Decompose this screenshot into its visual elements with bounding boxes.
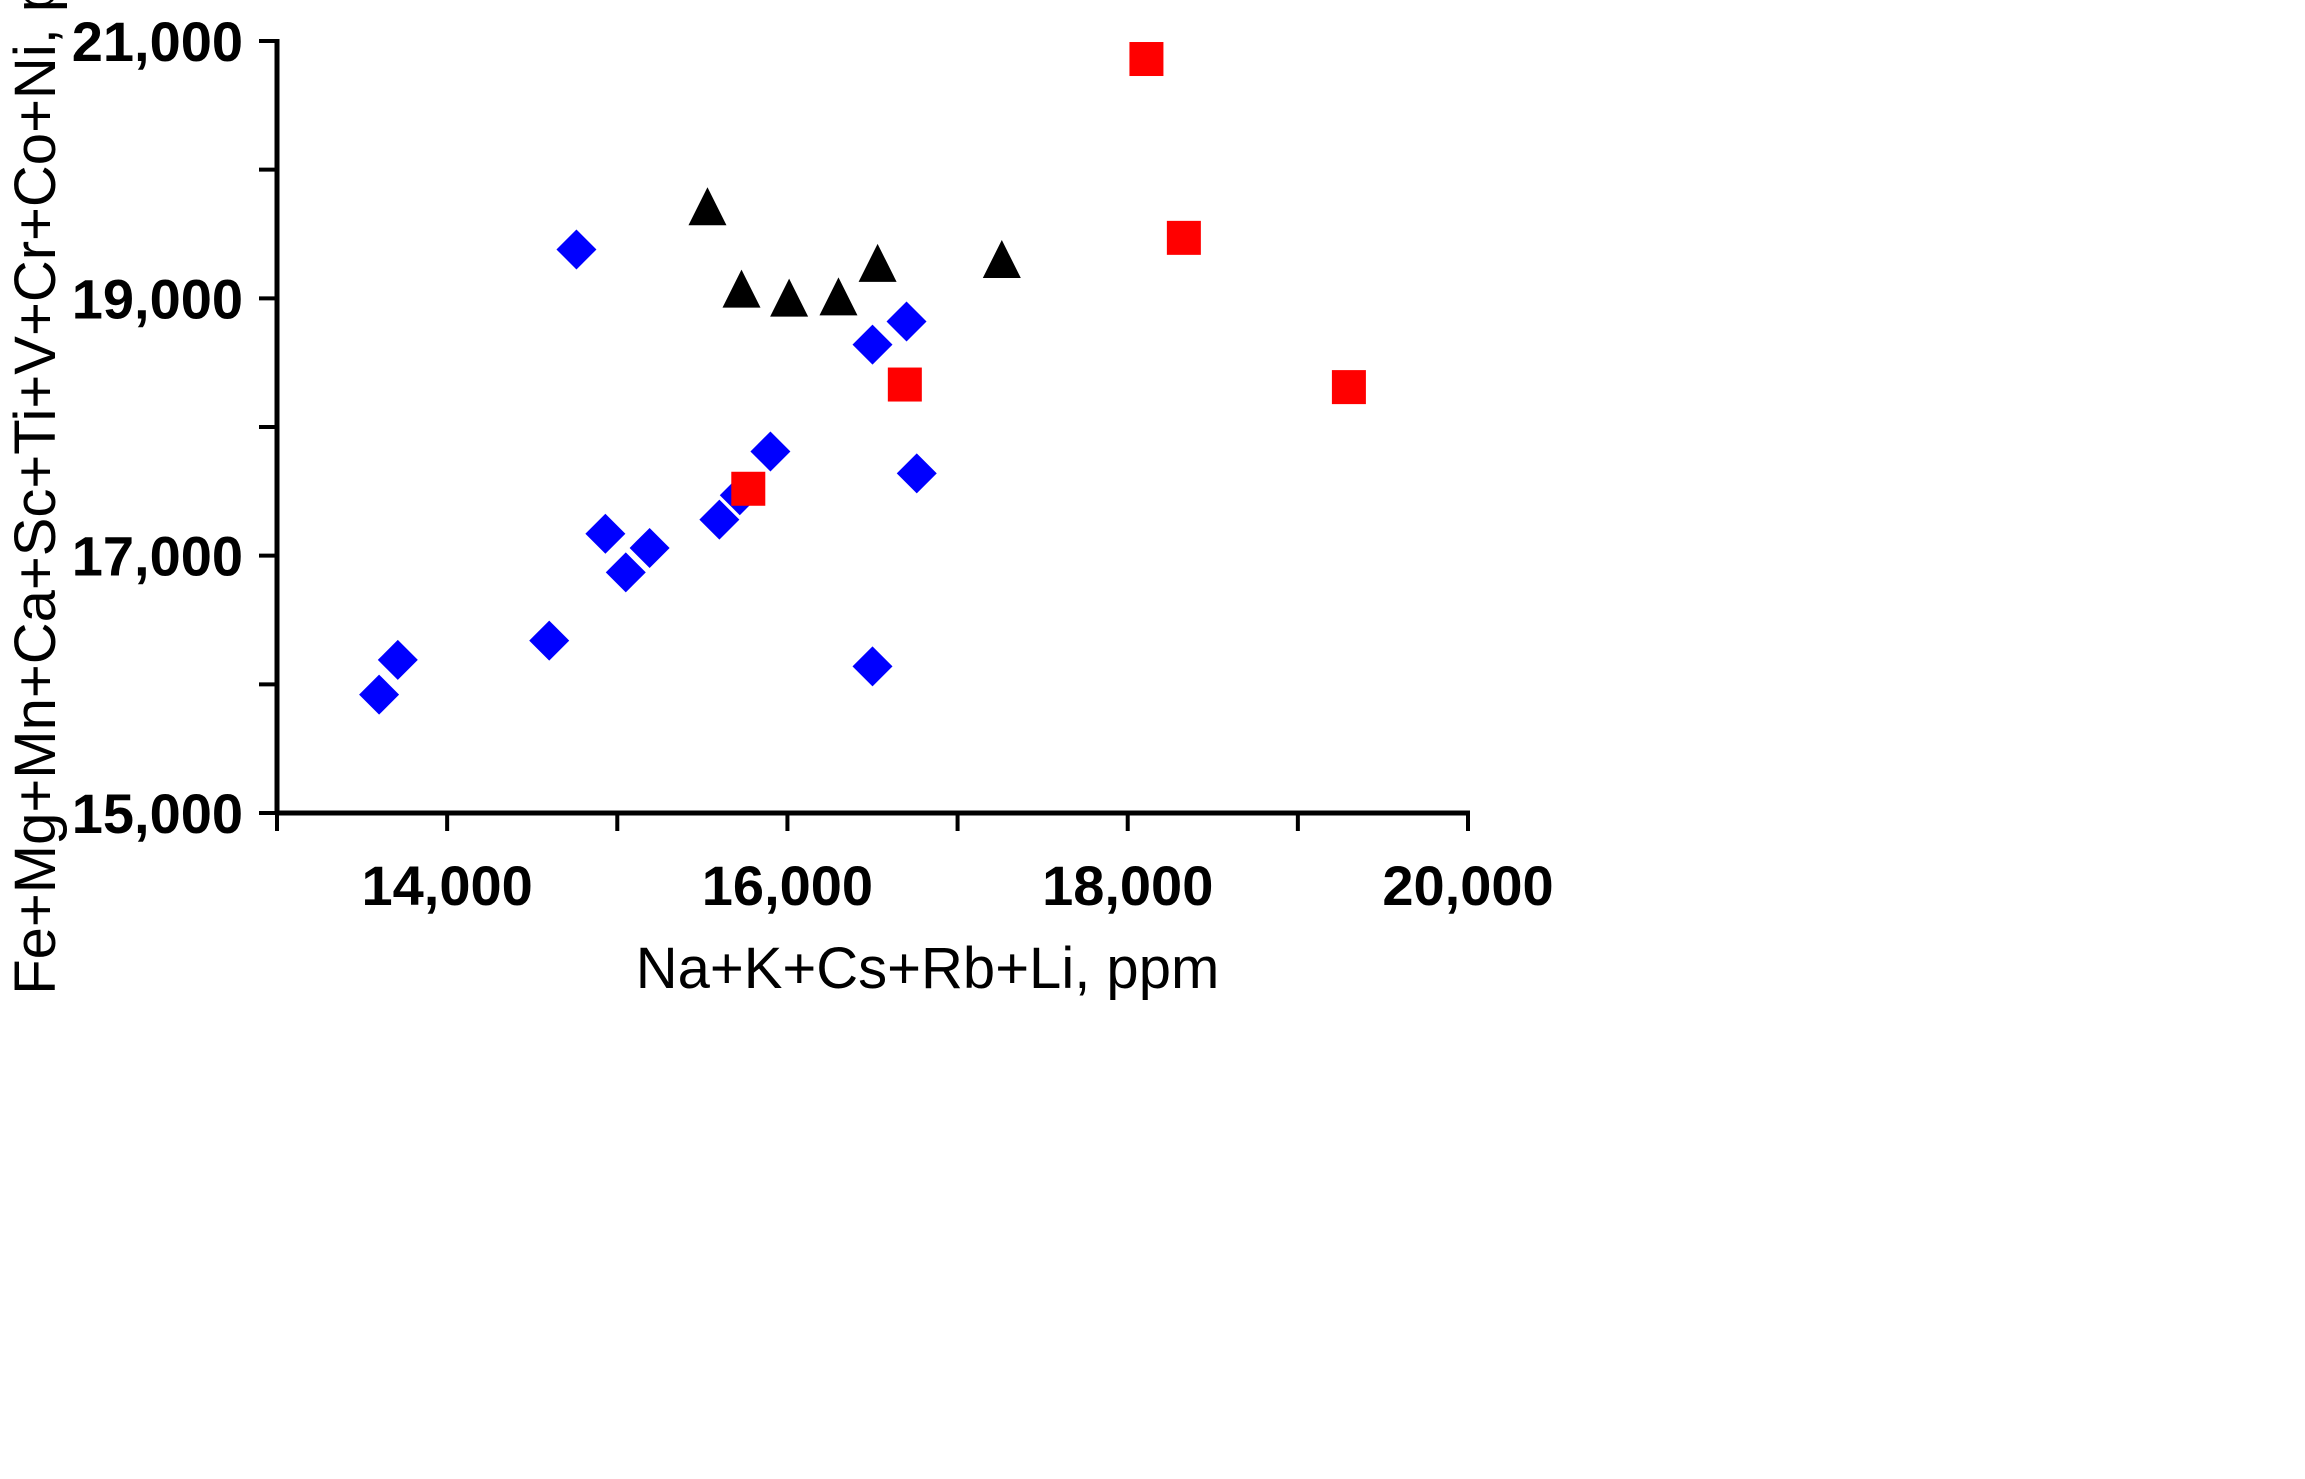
diamond-point [852,646,893,687]
square-point [731,471,766,506]
diamond-point [699,499,740,540]
diamond-point [886,301,927,342]
y-tick-label: 15,000 [72,782,243,845]
square-point [1166,220,1201,255]
square-point [1331,370,1366,405]
y-axis-label: Fe+Mg+Mn+Ca+Sc+Ti+V+Cr+Co+Ni, ppm [3,0,68,995]
diamond-point [359,674,400,715]
data-points [359,42,1366,715]
diamond-point [529,620,570,661]
diamond-point [896,453,937,494]
triangle-point [688,187,727,226]
x-tick-label: 18,000 [1042,854,1213,917]
diamond-point [852,324,893,365]
x-axis-label: Na+K+Cs+Rb+Li, ppm [636,936,1220,1001]
diamond-point [629,527,670,568]
triangle-point [858,243,897,282]
diamond-point [377,639,418,680]
axes [274,39,1470,816]
x-tick-label: 14,000 [362,854,533,917]
diamond-point [556,229,597,270]
ticks: 14,000 16,000 18,000 20,000 15,000 17,000 19,0… [72,10,1554,917]
x-tick-label: 16,000 [702,854,873,917]
square-point [887,367,922,402]
diamond-point [605,552,646,593]
y-tick-label: 19,000 [72,267,243,330]
triangle-point [770,278,809,317]
x-tick-label: 20,000 [1382,854,1553,917]
y-tick-label: 21,000 [72,10,243,73]
diamond-point [585,513,626,554]
triangle-point [722,269,761,308]
triangle-point [819,277,858,316]
triangle-point [982,240,1021,279]
square-point [1129,42,1164,77]
diamond-point [750,431,791,472]
y-tick-label: 17,000 [72,525,243,588]
